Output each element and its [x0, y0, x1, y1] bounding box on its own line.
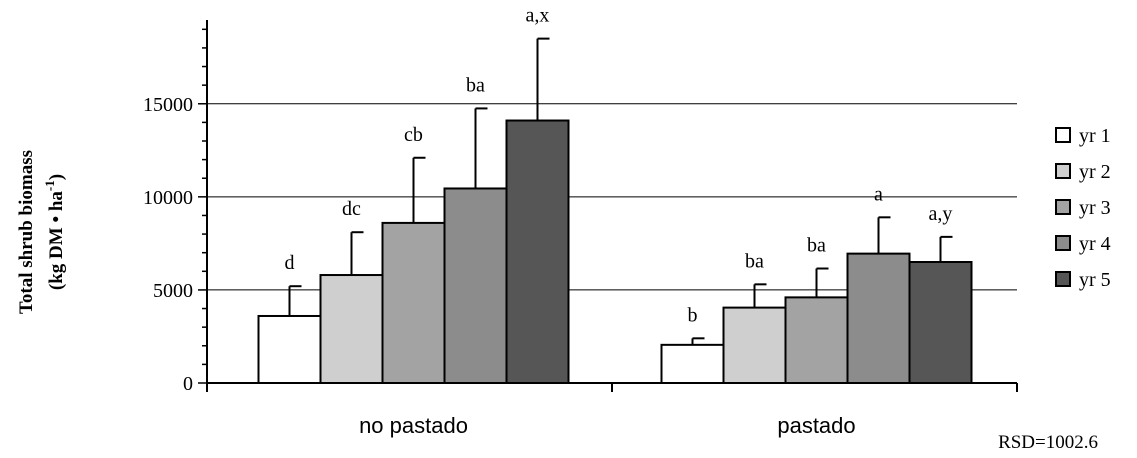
- bar-letter: d: [285, 252, 295, 274]
- category-labels: no pastado pastado: [359, 413, 856, 438]
- y-axis-title-line2: (kg DM • ha-1): [42, 174, 67, 290]
- bar-yr4-2: [846, 252, 911, 384]
- category-label: no pastado: [359, 413, 468, 438]
- legend-swatch: [1055, 235, 1071, 251]
- legend-swatch: [1055, 127, 1071, 143]
- y-tick-labels: 0 5000 10000 15000: [143, 94, 193, 395]
- legend-swatch: [1055, 271, 1071, 287]
- bar-yr5-1: [505, 119, 570, 385]
- y-axis-title-line1: Total shrub biomass: [16, 150, 37, 314]
- bar-letter: dc: [342, 198, 361, 220]
- legend-label: yr 2: [1079, 161, 1111, 183]
- bar-yr3-2: [784, 296, 849, 384]
- y-tick-label: 15000: [143, 94, 193, 116]
- legend: yr 1 yr 2 yr 3 yr 4 yr 5: [1055, 125, 1111, 291]
- bar-letter: a: [874, 183, 883, 205]
- bar-letter: ba: [807, 235, 826, 257]
- bar-yr5-2: [908, 261, 973, 384]
- bar-letter: a,x: [526, 5, 550, 27]
- y-tick-label: 5000: [153, 280, 193, 302]
- y-axis-title: Total shrub biomass (kg DM • ha-1): [16, 150, 67, 314]
- bar-yr2-1: [319, 274, 384, 384]
- legend-label: yr 1: [1079, 125, 1111, 147]
- legend-label: yr 3: [1079, 197, 1111, 219]
- bar-letter: a,y: [929, 203, 953, 225]
- bar-yr1-1: [257, 314, 322, 384]
- y-tick-label: 10000: [143, 187, 193, 209]
- bar-yr2-2: [722, 306, 787, 385]
- bar-yr3-1: [381, 221, 446, 384]
- category-label: pastado: [777, 413, 855, 438]
- legend-swatch: [1055, 163, 1071, 179]
- bar-letter: ba: [745, 250, 764, 272]
- bar-letter: ba: [466, 74, 485, 96]
- bar-yr1-2: [660, 343, 725, 385]
- legend-label: yr 4: [1079, 233, 1111, 255]
- bar-letter: b: [688, 304, 698, 326]
- axes: [198, 20, 1018, 392]
- y-tick-label: 0: [183, 373, 193, 395]
- bar-yr4-1: [443, 187, 508, 384]
- bar-letter: cb: [404, 124, 423, 146]
- legend-swatch: [1055, 199, 1071, 215]
- bars: [257, 37, 973, 385]
- rsd-note: RSD=1002.6: [998, 432, 1098, 453]
- significance-letters: d dc cb ba a,x b ba ba a a,y: [285, 5, 953, 327]
- legend-label: yr 5: [1079, 269, 1111, 291]
